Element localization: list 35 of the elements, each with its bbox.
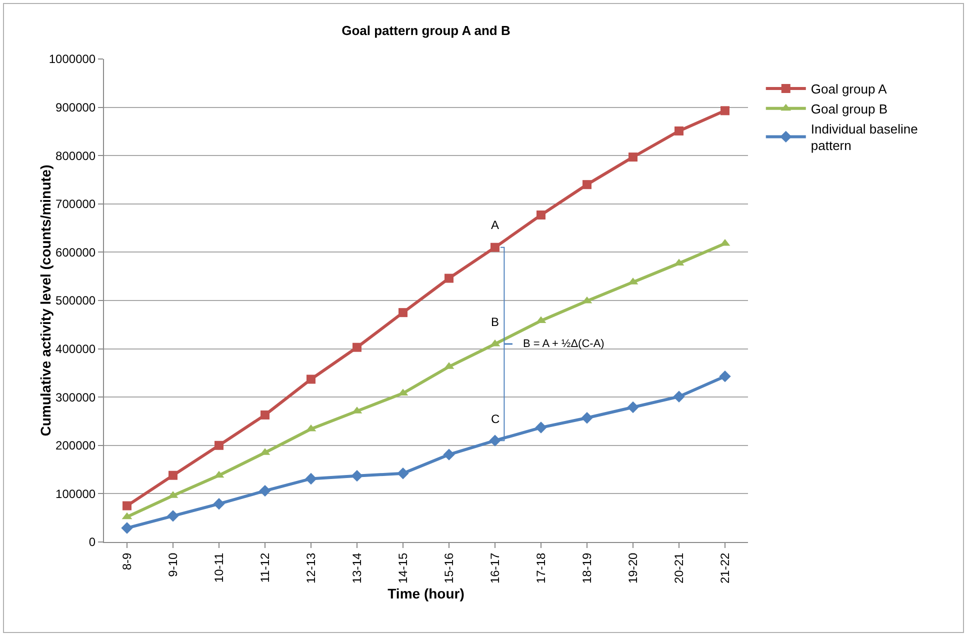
- chart-title: Goal pattern group A and B: [342, 23, 510, 38]
- y-tick-label: 900000: [56, 100, 96, 114]
- y-tick-label: 400000: [56, 342, 96, 356]
- y-tick-label: 100000: [56, 486, 96, 501]
- x-tick-label: 10-11: [212, 552, 226, 583]
- x-tick-label: 19-20: [626, 552, 640, 584]
- legend-label: Individual baseline pattern: [810, 121, 918, 154]
- y-tick-label: 300000: [56, 390, 96, 404]
- x-tick-label: 18-19: [580, 552, 594, 584]
- x-tick-label: 17-18: [534, 552, 548, 584]
- annotation: B = A + ½Δ(C-A): [523, 338, 604, 350]
- y-tick-label: 0: [88, 535, 96, 550]
- x-tick-label: 9-10: [166, 552, 180, 577]
- legend-label: Goal group B: [810, 101, 888, 116]
- y-axis-title: Cumulative activity level (counts/minute): [38, 164, 54, 436]
- x-tick-label: 21-22: [718, 552, 732, 584]
- x-tick-label: 12-13: [304, 552, 318, 584]
- y-tick-label: 800000: [56, 148, 96, 163]
- annotation: C: [491, 412, 500, 426]
- x-tick-label: 8-9: [120, 552, 134, 570]
- legend-label: Goal group A: [810, 82, 888, 97]
- y-tick-label: 1000000: [48, 52, 96, 66]
- annotation: B: [491, 315, 500, 329]
- x-tick-label: 11-12: [258, 552, 272, 583]
- x-tick-label: 13-14: [350, 552, 364, 584]
- x-tick-label: 14-15: [396, 552, 410, 584]
- y-tick-label: 700000: [56, 197, 96, 212]
- annotation: A: [491, 218, 500, 232]
- y-tick-label: 500000: [56, 294, 96, 308]
- x-axis-title: Time (hour): [388, 586, 464, 602]
- x-tick-label: 16-17: [488, 552, 502, 584]
- x-tick-label: 15-16: [442, 552, 456, 584]
- x-tick-label: 20-21: [672, 552, 686, 584]
- y-tick-label: 200000: [56, 438, 96, 453]
- y-tick-label: 600000: [56, 245, 96, 260]
